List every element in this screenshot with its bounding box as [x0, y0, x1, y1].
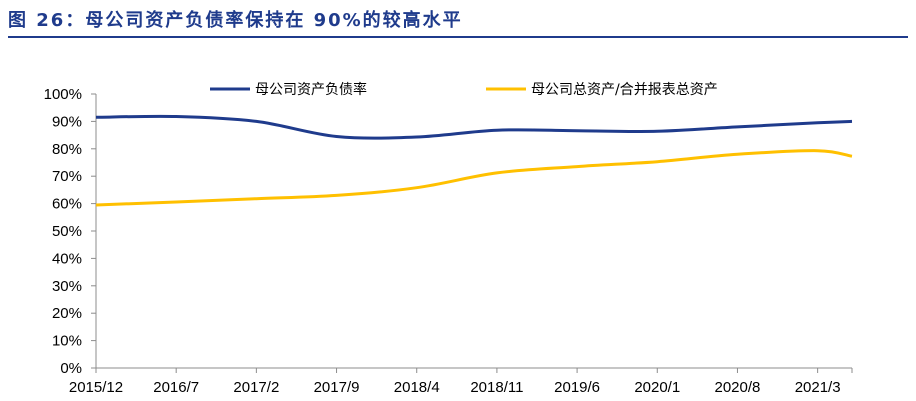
x-tick-label: 2018/4 [394, 379, 440, 396]
x-tick-label: 2016/7 [153, 379, 199, 396]
figure-title: 图 26：母公司资产负债率保持在 90%的较高水平 [8, 10, 463, 31]
x-tick-label: 2021/3 [795, 379, 841, 396]
x-tick-label: 2017/9 [314, 379, 360, 396]
y-tick-label: 50% [52, 223, 82, 240]
chart-legend: 母公司资产负债率 母公司总资产/合并报表总资产 [210, 81, 718, 98]
y-tick-label: 40% [52, 250, 82, 267]
x-tick-label: 2018/11 [470, 379, 523, 396]
y-tick-label: 60% [52, 196, 82, 213]
y-tick-label: 100% [44, 86, 82, 103]
y-tick-label: 70% [52, 168, 82, 185]
y-tick-label: 0% [60, 360, 82, 377]
legend-label-1: 母公司资产负债率 [255, 81, 367, 98]
x-tick-label: 2019/6 [554, 379, 600, 396]
y-tick-label: 10% [52, 333, 82, 350]
x-tick-label: 2015/12 [69, 379, 123, 396]
chart-lines [95, 114, 853, 207]
chart-ticks: 0% 10% 20% 30% 40% 50% 60% 70% 80% 90% 100% 2015/12… [44, 86, 853, 396]
y-tick-label: 30% [52, 278, 82, 295]
y-tick-label: 90% [52, 113, 82, 130]
y-tick-label: 20% [52, 305, 82, 322]
x-tick-label: 2017/2 [233, 379, 279, 396]
title-underline [8, 36, 908, 38]
chart-axes [95, 94, 852, 369]
series-line-2 [95, 149, 853, 207]
y-tick-label: 80% [52, 141, 82, 158]
x-tick-label: 2020/8 [715, 379, 761, 396]
x-tick-label: 2020/1 [634, 379, 680, 396]
series-line-1 [95, 114, 853, 140]
legend-label-2: 母公司总资产/合并报表总资产 [531, 82, 718, 98]
